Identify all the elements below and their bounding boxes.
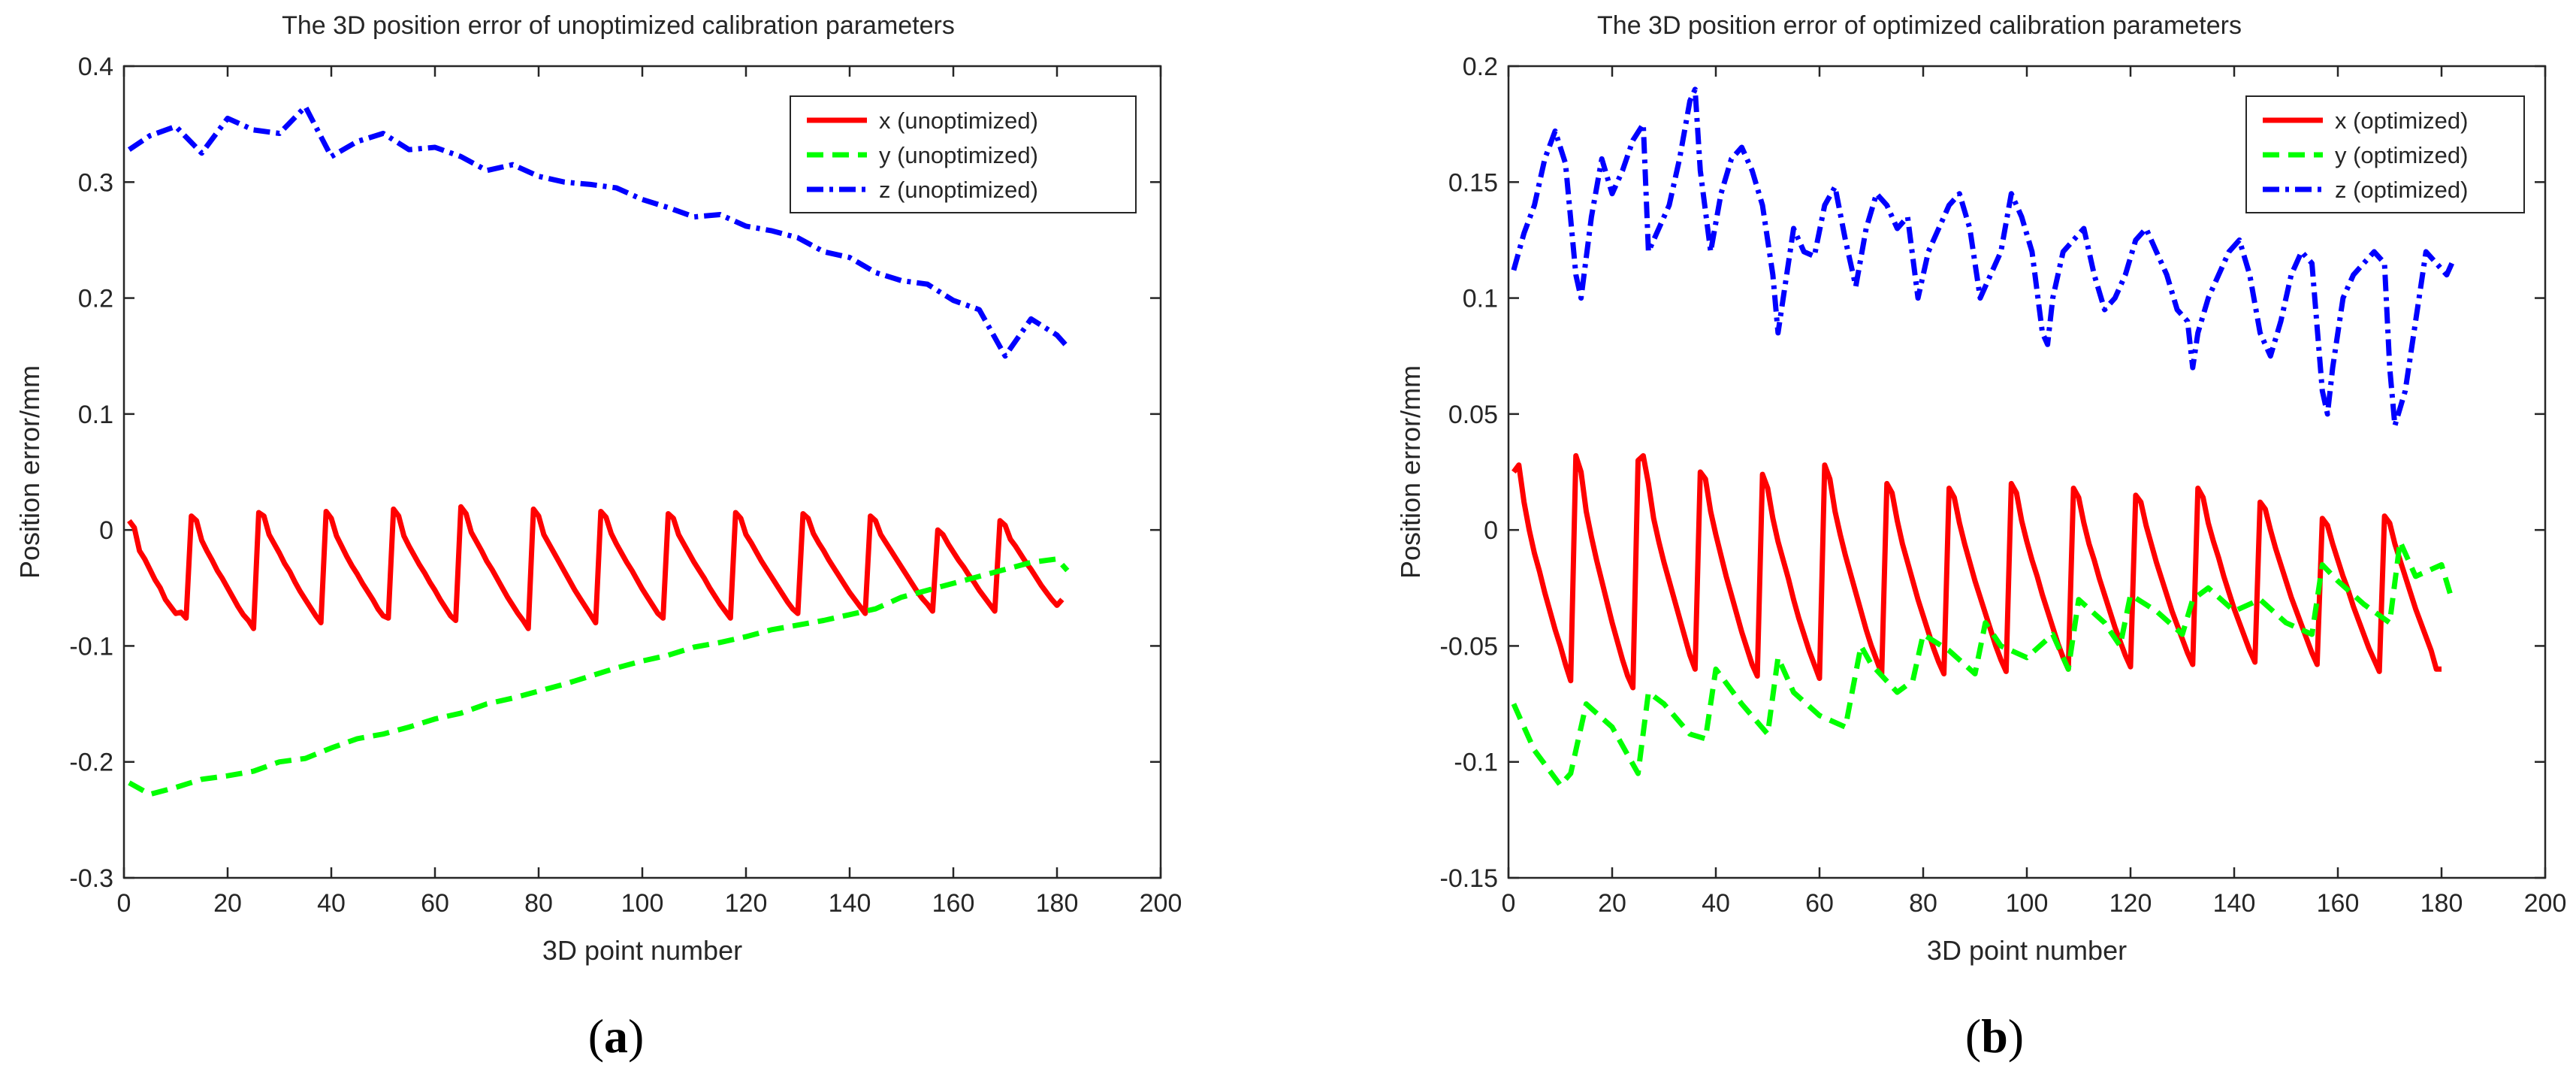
x-tick-label: 200 <box>1140 889 1182 918</box>
x-tick-label: 60 <box>421 889 449 918</box>
y-tick-label: 0.3 <box>78 168 113 197</box>
x-tick-label: 0 <box>1502 889 1516 918</box>
legend-label: y (optimized) <box>2335 142 2468 168</box>
x-tick-label: 140 <box>829 889 871 918</box>
panel-caption: (b) <box>1965 1009 2024 1063</box>
series-lines <box>127 104 1070 797</box>
panel-caption: (a) <box>588 1009 645 1063</box>
y-tick-label: 0.05 <box>1448 401 1498 429</box>
y-axis-ticks: -0.3 -0.2 -0.1 0 0.1 0.2 0.3 0.4 <box>69 53 1161 893</box>
panel-label: b <box>1981 1009 2008 1063</box>
legend-label: z (optimized) <box>2335 177 2468 203</box>
x-tick-label: 120 <box>2109 889 2152 918</box>
y-tick-label: -0.1 <box>1454 749 1498 777</box>
x-tick-label: 0 <box>117 889 131 918</box>
legend-label: x (optimized) <box>2335 107 2468 134</box>
y-tick-label: 0.2 <box>78 285 113 313</box>
x-tick-label: 40 <box>317 889 346 918</box>
x-tick-label: 60 <box>1805 889 1834 918</box>
x-tick-label: 160 <box>932 889 975 918</box>
series-line-y <box>128 556 1070 797</box>
series-line-x <box>127 504 1065 631</box>
x-axis-ticks: 0 20 40 60 80 100 120 140 160 180 200 <box>1502 66 2567 918</box>
y-tick-label: -0.1 <box>69 632 113 661</box>
y-tick-label: -0.15 <box>1440 864 1499 893</box>
y-tick-label: 0.1 <box>78 401 113 429</box>
y-tick-label: -0.2 <box>69 749 113 777</box>
x-tick-label: 120 <box>725 889 768 918</box>
x-tick-label: 160 <box>2317 889 2360 918</box>
y-tick-label: 0 <box>99 516 113 545</box>
x-tick-label: 180 <box>2420 889 2463 918</box>
x-tick-label: 20 <box>213 889 242 918</box>
series-line-x <box>1511 452 2442 691</box>
x-tick-label: 40 <box>1702 889 1730 918</box>
chart-title: The 3D position error of unoptimized cal… <box>282 11 955 40</box>
x-tick-label: 100 <box>621 889 664 918</box>
x-axis-ticks: 0 20 40 60 80 100 120 140 160 180 200 <box>117 66 1182 918</box>
series-line-z <box>127 104 1070 359</box>
legend: x (optimized) y (optimized) z (optimized) <box>2245 95 2525 213</box>
x-tick-label: 20 <box>1598 889 1626 918</box>
x-tick-label: 180 <box>1036 889 1079 918</box>
x-tick-label: 140 <box>2213 889 2256 918</box>
x-tick-label: 200 <box>2524 889 2567 918</box>
y-axis-label: Position error/mm <box>14 365 45 579</box>
y-axis-ticks: -0.15 -0.1 -0.05 0 0.05 0.1 0.15 0.2 <box>1440 53 2545 893</box>
y-axis-label: Position error/mm <box>1395 365 1426 579</box>
y-tick-label: 0.2 <box>1463 53 1498 81</box>
y-tick-label: 0.15 <box>1448 168 1498 197</box>
y-tick-label: 0.1 <box>1463 285 1498 313</box>
legend-label: z (unoptimized) <box>879 177 1038 203</box>
chart-panel-b: The 3D position error of optimized calib… <box>1395 11 2566 1063</box>
y-tick-label: 0 <box>1484 516 1498 545</box>
chart-title: The 3D position error of optimized calib… <box>1597 11 2242 40</box>
series-line-y <box>1511 539 2455 788</box>
x-axis-label: 3D point number <box>542 935 742 966</box>
y-tick-label: 0.4 <box>78 53 113 81</box>
y-tick-label: -0.3 <box>69 864 113 893</box>
legend: x (unoptimized) y (unoptimized) z (unoptim… <box>790 95 1137 213</box>
legend-label: y (unoptimized) <box>879 142 1038 168</box>
x-tick-label: 80 <box>524 889 553 918</box>
x-axis-label: 3D point number <box>1927 935 2127 966</box>
panel-label: a <box>604 1009 628 1063</box>
x-tick-label: 100 <box>2006 889 2049 918</box>
chart-panel-a: The 3D position error of unoptimized cal… <box>14 11 1182 1063</box>
legend-label: x (unoptimized) <box>879 107 1038 134</box>
series-lines <box>1511 86 2455 788</box>
x-tick-label: 80 <box>1909 889 1937 918</box>
y-tick-label: -0.05 <box>1440 632 1499 661</box>
